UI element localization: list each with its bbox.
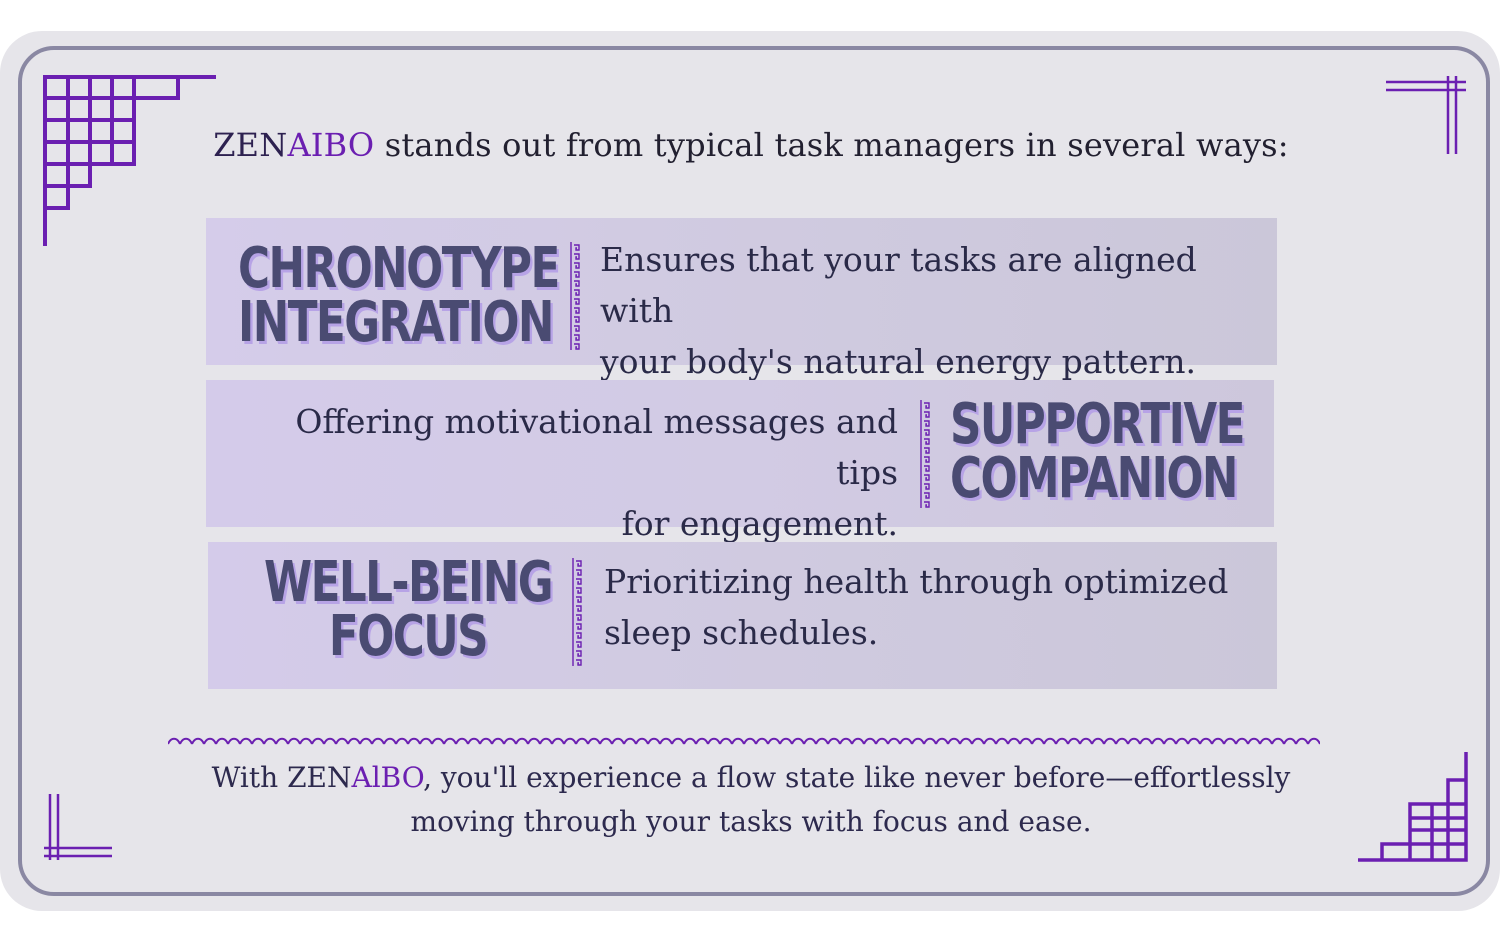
- greek-key-separator: [572, 558, 582, 666]
- feature-description-line: Ensures that your tasks are aligned with: [600, 240, 1197, 330]
- feature-row-chronotype: CHRONOTYPE INTEGRATION Ensures that your…: [206, 218, 1277, 381]
- footer-line: With ZENAlBO, you'll experience a flow s…: [0, 756, 1502, 800]
- greek-key-separator: [920, 400, 930, 508]
- wave-pattern-divider: [168, 735, 1320, 747]
- brand-name-part2: AIBO: [287, 126, 375, 164]
- feature-description: Prioritizing health through optimized sl…: [604, 556, 1264, 658]
- footer-prefix: With: [211, 761, 288, 794]
- headline-text: stands out from typical task managers in…: [374, 126, 1289, 164]
- feature-label: WELL-BEING FOCUS: [236, 550, 579, 669]
- double-line-corner-icon: [44, 794, 112, 860]
- feature-label-line: CHRONOTYPE: [238, 236, 560, 301]
- feature-description-line: Prioritizing health through optimized: [604, 562, 1229, 601]
- footer-line: moving through your tasks with focus and…: [410, 805, 1092, 838]
- greek-lattice-corner-icon: [1358, 752, 1468, 862]
- footer-text: With ZENAlBO, you'll experience a flow s…: [0, 756, 1502, 844]
- greek-key-separator: [570, 242, 580, 350]
- feature-description-line: for engagement.: [621, 504, 898, 543]
- feature-label-line: COMPANION: [950, 446, 1238, 511]
- feature-description-line: sleep schedules.: [604, 613, 879, 652]
- feature-row-supportive: Offering motivational messages and tips …: [206, 380, 1274, 543]
- double-line-corner-icon: [1386, 76, 1466, 154]
- feature-label-line: WELL-BEING: [263, 550, 554, 615]
- footer-line-rest: , you'll experience a flow state like ne…: [423, 761, 1291, 794]
- brand-name-part1: ZEN: [287, 761, 352, 794]
- feature-label-line: SUPPORTIVE: [950, 392, 1245, 457]
- feature-description: Ensures that your tasks are aligned with…: [600, 234, 1260, 387]
- page-title: ZENAIBO stands out from typical task man…: [0, 126, 1502, 164]
- feature-label-line: INTEGRATION: [238, 290, 554, 355]
- feature-label: SUPPORTIVE COMPANION: [950, 392, 1246, 511]
- feature-description-line: your body's natural energy pattern.: [600, 342, 1196, 381]
- feature-label: CHRONOTYPE INTEGRATION: [238, 236, 560, 355]
- brand-name-part1: ZEN: [213, 126, 288, 164]
- card-frame: [18, 46, 1490, 896]
- feature-description-line: Offering motivational messages and tips: [295, 402, 898, 492]
- feature-row-wellbeing: WELL-BEING FOCUS Prioritizing health thr…: [208, 542, 1277, 689]
- greek-lattice-corner-icon: [43, 75, 216, 246]
- feature-description: Offering motivational messages and tips …: [226, 396, 898, 549]
- feature-label-line: FOCUS: [328, 604, 489, 669]
- brand-name-part2: AlBO: [351, 761, 424, 794]
